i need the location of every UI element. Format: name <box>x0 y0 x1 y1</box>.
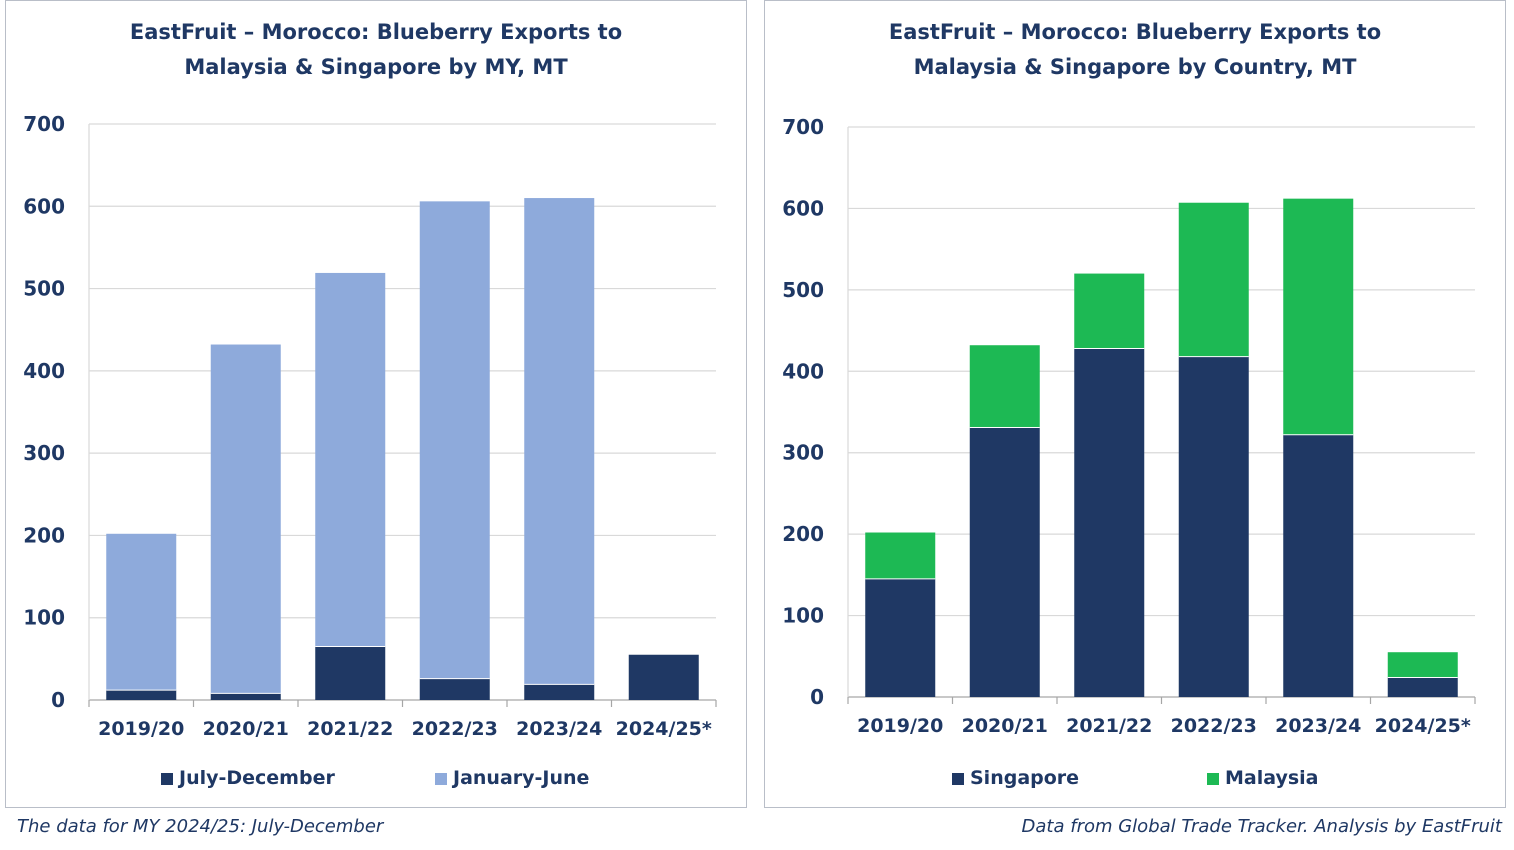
bar-singapore <box>1387 677 1458 697</box>
legend-swatch <box>161 773 173 785</box>
bar-malaysia <box>1283 198 1354 435</box>
bar-malaysia <box>1178 202 1249 357</box>
chart-title-line-1: EastFruit – Morocco: Blueberry Exports t… <box>888 20 1382 44</box>
y-tick-label: 400 <box>782 359 824 383</box>
chart-title-line-2: Malaysia & Singapore by MY, MT <box>184 55 568 79</box>
x-tick-label: 2021/22 <box>1066 715 1152 737</box>
chart-title: EastFruit – Morocco: Blueberry Exports t… <box>765 15 1505 85</box>
y-tick-label: 400 <box>23 359 65 383</box>
x-tick-label: 2019/20 <box>98 718 184 740</box>
bar-july-december <box>106 690 177 700</box>
bar-july-december <box>419 678 490 700</box>
bar-chart-country: 0 100 200 300 400 500 600 700 2019/20 2020/21 2021… <box>782 115 1476 737</box>
bar-january-june <box>419 201 490 679</box>
chart-panel-country: EastFruit – Morocco: Blueberry Exports t… <box>764 0 1506 808</box>
legend-swatch <box>952 773 964 785</box>
bar-malaysia <box>969 345 1040 428</box>
x-tick-label: 2020/21 <box>203 718 289 740</box>
x-tick-label: 2023/24 <box>1275 715 1361 737</box>
bar-january-june <box>315 272 386 647</box>
x-tick-label: 2024/25* <box>616 718 712 740</box>
y-tick-label: 500 <box>782 278 824 302</box>
bar-july-december <box>210 693 281 700</box>
bar-january-june <box>210 344 281 694</box>
y-tick-label: 600 <box>23 194 65 218</box>
y-tick-label: 300 <box>782 441 824 465</box>
legend: Singapore Malaysia <box>765 763 1505 793</box>
y-tick-label: 0 <box>51 688 65 712</box>
legend-label: July-December <box>179 767 335 789</box>
chart-title-line-1: EastFruit – Morocco: Blueberry Exports t… <box>129 20 623 44</box>
x-tick-label: 2021/22 <box>307 718 393 740</box>
legend: July-December January-June <box>6 763 746 793</box>
footnote-left: The data for MY 2024/25: July-December <box>17 816 384 837</box>
y-tick-label: 100 <box>23 606 65 630</box>
x-tick-label: 2024/25* <box>1375 715 1471 737</box>
y-tick-label: 300 <box>23 441 65 465</box>
legend-swatch <box>1207 773 1219 785</box>
legend-item-january-june: January-June <box>435 763 589 793</box>
chart-title: EastFruit – Morocco: Blueberry Exports t… <box>6 15 746 85</box>
y-tick-label: 200 <box>782 522 824 546</box>
bar-january-june <box>524 198 595 685</box>
x-tick-label: 2023/24 <box>516 718 602 740</box>
legend-label: January-June <box>453 767 590 789</box>
x-tick-label: 2019/20 <box>857 715 943 737</box>
y-tick-label: 500 <box>23 277 65 301</box>
bar-singapore <box>1074 348 1145 697</box>
bar-malaysia <box>865 532 936 579</box>
y-tick-label: 200 <box>23 523 65 547</box>
legend-label: Singapore <box>970 767 1080 789</box>
bar-singapore <box>969 427 1040 697</box>
x-tick-label: 2020/21 <box>962 715 1048 737</box>
bar-july-december <box>628 654 699 700</box>
y-tick-label: 100 <box>782 604 824 628</box>
bar-chart-my: 0 100 200 300 400 500 600 700 2019/20 2020/21 2021… <box>23 112 717 740</box>
bar-malaysia <box>1387 652 1458 678</box>
bar-malaysia <box>1074 273 1145 349</box>
legend-label: Malaysia <box>1225 767 1319 789</box>
y-tick-label: 600 <box>782 196 824 220</box>
bar-january-june <box>106 533 177 691</box>
x-tick-label: 2022/23 <box>1171 715 1257 737</box>
chart-title-line-2: Malaysia & Singapore by Country, MT <box>913 55 1357 79</box>
legend-item-malaysia: Malaysia <box>1207 763 1319 793</box>
bar-singapore <box>1178 356 1249 697</box>
legend-swatch <box>435 773 447 785</box>
bar-july-december <box>315 646 386 700</box>
y-tick-label: 0 <box>810 685 824 709</box>
bar-july-december <box>524 684 595 700</box>
y-tick-label: 700 <box>23 112 65 136</box>
bar-singapore <box>865 578 936 697</box>
source-credit: Data from Global Trade Tracker. Analysis… <box>1021 816 1502 837</box>
x-tick-label: 2022/23 <box>412 718 498 740</box>
legend-item-july-december: July-December <box>161 763 335 793</box>
legend-item-singapore: Singapore <box>952 763 1079 793</box>
y-tick-label: 700 <box>782 115 824 139</box>
bar-singapore <box>1283 434 1354 697</box>
chart-panel-my: EastFruit – Morocco: Blueberry Exports t… <box>5 0 747 808</box>
